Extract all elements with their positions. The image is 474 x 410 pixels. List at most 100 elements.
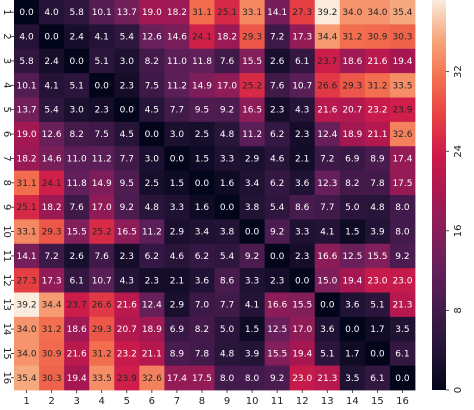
cell-value-label: 9.2: [245, 252, 259, 262]
heatmap-cell: [39, 195, 65, 220]
heatmap-cell: [164, 24, 190, 50]
cell-value-label: 3.3: [245, 276, 259, 286]
heatmap-cell: [214, 341, 240, 367]
cell-value-label: 3.3: [170, 203, 184, 213]
cell-value-label: 5.1: [320, 349, 334, 359]
cell-value-label: 8.0: [245, 374, 260, 384]
cell-value-label: 16.5: [242, 106, 262, 116]
cell-value-label: 18.9: [342, 130, 362, 140]
cell-value-label: 19.4: [392, 57, 412, 67]
heatmap-cell: [164, 195, 190, 220]
heatmap-cell: [314, 268, 341, 293]
cell-value-label: 18.2: [217, 33, 237, 43]
heatmap-cell: [189, 268, 215, 293]
cell-value-label: 16.6: [317, 252, 337, 262]
cell-value-label: 30.3: [392, 33, 412, 43]
cell-value-label: 1.5: [170, 179, 184, 189]
heatmap-cell: [89, 195, 115, 220]
colorbar-tick-label: 8: [453, 307, 464, 313]
cell-value-label: 2.3: [295, 130, 309, 140]
cell-value-label: 23.2: [117, 349, 137, 359]
heatmap-cell: [289, 146, 316, 172]
heatmap-cell: [264, 121, 291, 147]
cell-value-label: 15.5: [67, 228, 87, 238]
heatmap-cell: [114, 73, 140, 98]
heatmap-cell: [389, 219, 416, 245]
cell-value-label: 11.8: [192, 57, 212, 67]
cell-value-label: 5.4: [44, 106, 59, 116]
heatmap-cell: [14, 0, 40, 25]
heatmap-cell: [239, 268, 266, 293]
heatmap-cell: [364, 268, 391, 293]
heatmap-cell: [114, 195, 140, 220]
cell-value-label: 0.0: [95, 81, 110, 91]
cell-value-label: 8.2: [145, 57, 159, 67]
heatmap-cell: [89, 292, 115, 318]
heatmap-cell: [64, 146, 90, 172]
cell-value-label: 3.6: [195, 276, 210, 286]
heatmap-cell: [114, 48, 140, 74]
heatmap-cell: [39, 97, 65, 123]
cell-value-label: 6.2: [270, 179, 284, 189]
heatmap-cell: [314, 365, 341, 391]
cell-value-label: 23.0: [292, 374, 312, 384]
cell-value-label: 33.1: [17, 228, 37, 238]
heatmap-cell: [164, 316, 190, 342]
cell-value-label: 17.3: [292, 33, 312, 43]
cell-value-label: 29.3: [242, 33, 262, 43]
cell-value-label: 9.2: [220, 106, 234, 116]
heatmap-cell: [64, 219, 90, 245]
heatmap-cell: [14, 292, 40, 318]
heatmap-cell: [64, 195, 90, 220]
heatmap-cell: [339, 121, 366, 147]
y-tick-label: 11: [1, 250, 12, 263]
cell-value-label: 2.3: [145, 276, 159, 286]
heatmap-cell: [289, 243, 316, 269]
heatmap-cell: [64, 0, 90, 25]
heatmap-cell: [214, 243, 240, 269]
cell-value-label: 21.1: [142, 349, 162, 359]
cell-value-label: 17.5: [192, 374, 212, 384]
cell-value-label: 11.0: [167, 57, 187, 67]
cell-value-label: 0.0: [44, 33, 59, 43]
heatmap-cell: [139, 97, 165, 123]
cell-value-label: 23.7: [317, 57, 337, 67]
heatmap-cell: [264, 146, 291, 172]
cell-value-label: 17.0: [292, 325, 312, 335]
heatmap-cell: [214, 73, 240, 98]
heatmap-cell: [289, 170, 316, 196]
cell-value-label: 15.5: [242, 57, 262, 67]
cell-value-label: 2.3: [295, 252, 309, 262]
heatmap-cell: [89, 365, 115, 391]
cell-value-label: 5.0: [345, 203, 360, 213]
x-axis-ticks: 1 2 3 4 5 6 7 8 9 10 11 12 13 14 15 16: [23, 390, 409, 407]
heatmap-cell: [189, 24, 215, 50]
heatmap-cell: [89, 243, 115, 269]
heatmap-cell: [239, 121, 266, 147]
cell-value-label: 11.2: [142, 228, 162, 238]
cell-value-label: 17.0: [92, 203, 112, 213]
cell-value-label: 21.6: [317, 106, 337, 116]
x-tick-label: 13: [321, 396, 334, 407]
heatmap-cell: [339, 0, 366, 25]
heatmap-cell: [339, 365, 366, 391]
heatmap-cell: [39, 292, 65, 318]
cell-value-label: 4.8: [220, 349, 235, 359]
x-tick-label: 3: [73, 396, 79, 407]
heatmap-cell: [164, 219, 190, 245]
cell-value-label: 13.7: [117, 8, 137, 18]
cell-value-label: 7.6: [69, 203, 84, 213]
cell-value-label: 25.2: [242, 81, 262, 91]
cell-value-label: 32.6: [392, 130, 412, 140]
cell-value-label: 15.5: [292, 301, 312, 311]
heatmap-cell: [39, 365, 65, 391]
cell-value-label: 5.0: [220, 325, 235, 335]
cell-value-label: 3.9: [370, 228, 385, 238]
cell-value-label: 5.8: [19, 57, 34, 67]
y-tick-label: 12: [1, 274, 12, 287]
cell-value-label: 31.1: [192, 8, 212, 18]
cell-value-label: 2.3: [270, 106, 284, 116]
heatmap-cell: [89, 0, 115, 25]
cell-value-label: 31.1: [17, 179, 37, 189]
